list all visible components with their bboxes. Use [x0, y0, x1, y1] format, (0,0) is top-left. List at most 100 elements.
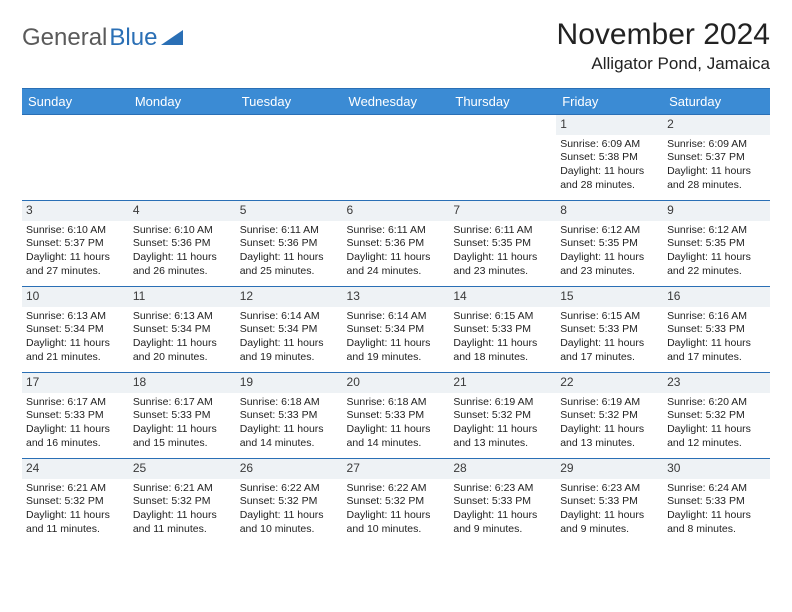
daylight-text: Daylight: 11 hours and 27 minutes.	[26, 251, 125, 278]
sunset-text: Sunset: 5:32 PM	[347, 495, 446, 509]
day-number: 9	[663, 201, 770, 221]
sunset-text: Sunset: 5:36 PM	[240, 237, 339, 251]
calendar-cell: 23Sunrise: 6:20 AMSunset: 5:32 PMDayligh…	[663, 373, 770, 459]
daylight-text: Daylight: 11 hours and 19 minutes.	[240, 337, 339, 364]
title-block: November 2024 Alligator Pond, Jamaica	[557, 18, 770, 74]
weekday-header-row: SundayMondayTuesdayWednesdayThursdayFrid…	[22, 89, 770, 115]
calendar-cell: 10Sunrise: 6:13 AMSunset: 5:34 PMDayligh…	[22, 287, 129, 373]
sunset-text: Sunset: 5:35 PM	[453, 237, 552, 251]
daylight-text: Daylight: 11 hours and 26 minutes.	[133, 251, 232, 278]
sunset-text: Sunset: 5:32 PM	[133, 495, 232, 509]
day-number: 21	[449, 373, 556, 393]
daylight-text: Daylight: 11 hours and 21 minutes.	[26, 337, 125, 364]
day-number: 28	[449, 459, 556, 479]
calendar-body: .....1Sunrise: 6:09 AMSunset: 5:38 PMDay…	[22, 115, 770, 545]
sunset-text: Sunset: 5:34 PM	[240, 323, 339, 337]
calendar-cell: 8Sunrise: 6:12 AMSunset: 5:35 PMDaylight…	[556, 201, 663, 287]
calendar-cell: 12Sunrise: 6:14 AMSunset: 5:34 PMDayligh…	[236, 287, 343, 373]
daylight-text: Daylight: 11 hours and 24 minutes.	[347, 251, 446, 278]
sunset-text: Sunset: 5:33 PM	[26, 409, 125, 423]
calendar-cell: 6Sunrise: 6:11 AMSunset: 5:36 PMDaylight…	[343, 201, 450, 287]
daylight-text: Daylight: 11 hours and 22 minutes.	[667, 251, 766, 278]
daylight-text: Daylight: 11 hours and 17 minutes.	[667, 337, 766, 364]
sunset-text: Sunset: 5:32 PM	[667, 409, 766, 423]
day-number: 11	[129, 287, 236, 307]
sunrise-text: Sunrise: 6:19 AM	[560, 396, 659, 410]
daylight-text: Daylight: 11 hours and 13 minutes.	[560, 423, 659, 450]
calendar-row: .....1Sunrise: 6:09 AMSunset: 5:38 PMDay…	[22, 115, 770, 201]
triangle-icon	[161, 24, 183, 52]
calendar-cell: 21Sunrise: 6:19 AMSunset: 5:32 PMDayligh…	[449, 373, 556, 459]
sunrise-text: Sunrise: 6:16 AM	[667, 310, 766, 324]
calendar-cell: 13Sunrise: 6:14 AMSunset: 5:34 PMDayligh…	[343, 287, 450, 373]
brand-text-1: General	[22, 24, 107, 52]
calendar-cell: 11Sunrise: 6:13 AMSunset: 5:34 PMDayligh…	[129, 287, 236, 373]
sunset-text: Sunset: 5:32 PM	[240, 495, 339, 509]
sunset-text: Sunset: 5:33 PM	[347, 409, 446, 423]
daylight-text: Daylight: 11 hours and 10 minutes.	[240, 509, 339, 536]
day-number: 22	[556, 373, 663, 393]
calendar-cell: 16Sunrise: 6:16 AMSunset: 5:33 PMDayligh…	[663, 287, 770, 373]
day-number: 14	[449, 287, 556, 307]
calendar-row: 10Sunrise: 6:13 AMSunset: 5:34 PMDayligh…	[22, 287, 770, 373]
header: GeneralBlue November 2024 Alligator Pond…	[22, 18, 770, 74]
sunset-text: Sunset: 5:33 PM	[667, 495, 766, 509]
day-number: 5	[236, 201, 343, 221]
sunset-text: Sunset: 5:33 PM	[453, 323, 552, 337]
calendar-cell: 29Sunrise: 6:23 AMSunset: 5:33 PMDayligh…	[556, 459, 663, 545]
calendar-row: 17Sunrise: 6:17 AMSunset: 5:33 PMDayligh…	[22, 373, 770, 459]
weekday-header: Monday	[129, 89, 236, 115]
sunrise-text: Sunrise: 6:22 AM	[240, 482, 339, 496]
sunrise-text: Sunrise: 6:23 AM	[453, 482, 552, 496]
weekday-header: Thursday	[449, 89, 556, 115]
sunset-text: Sunset: 5:32 PM	[26, 495, 125, 509]
daylight-text: Daylight: 11 hours and 18 minutes.	[453, 337, 552, 364]
sunset-text: Sunset: 5:32 PM	[453, 409, 552, 423]
calendar-cell: 15Sunrise: 6:15 AMSunset: 5:33 PMDayligh…	[556, 287, 663, 373]
daylight-text: Daylight: 11 hours and 17 minutes.	[560, 337, 659, 364]
sunset-text: Sunset: 5:33 PM	[667, 323, 766, 337]
day-number: 1	[556, 115, 663, 135]
day-number: 26	[236, 459, 343, 479]
calendar-cell: 14Sunrise: 6:15 AMSunset: 5:33 PMDayligh…	[449, 287, 556, 373]
day-number: 15	[556, 287, 663, 307]
sunrise-text: Sunrise: 6:22 AM	[347, 482, 446, 496]
sunset-text: Sunset: 5:33 PM	[453, 495, 552, 509]
day-number: 19	[236, 373, 343, 393]
daylight-text: Daylight: 11 hours and 13 minutes.	[453, 423, 552, 450]
sunrise-text: Sunrise: 6:14 AM	[347, 310, 446, 324]
sunrise-text: Sunrise: 6:11 AM	[453, 224, 552, 238]
sunset-text: Sunset: 5:37 PM	[26, 237, 125, 251]
brand-text-2: Blue	[109, 24, 157, 52]
daylight-text: Daylight: 11 hours and 12 minutes.	[667, 423, 766, 450]
daylight-text: Daylight: 11 hours and 16 minutes.	[26, 423, 125, 450]
month-title: November 2024	[557, 18, 770, 52]
day-number: 20	[343, 373, 450, 393]
sunrise-text: Sunrise: 6:21 AM	[26, 482, 125, 496]
calendar-cell: 9Sunrise: 6:12 AMSunset: 5:35 PMDaylight…	[663, 201, 770, 287]
day-number: 30	[663, 459, 770, 479]
calendar-row: 3Sunrise: 6:10 AMSunset: 5:37 PMDaylight…	[22, 201, 770, 287]
brand-logo: GeneralBlue	[22, 18, 183, 52]
sunrise-text: Sunrise: 6:12 AM	[667, 224, 766, 238]
sunset-text: Sunset: 5:35 PM	[560, 237, 659, 251]
calendar-cell: .	[449, 115, 556, 201]
sunset-text: Sunset: 5:34 PM	[347, 323, 446, 337]
calendar-cell: .	[343, 115, 450, 201]
daylight-text: Daylight: 11 hours and 10 minutes.	[347, 509, 446, 536]
daylight-text: Daylight: 11 hours and 11 minutes.	[133, 509, 232, 536]
calendar-cell: 19Sunrise: 6:18 AMSunset: 5:33 PMDayligh…	[236, 373, 343, 459]
sunrise-text: Sunrise: 6:10 AM	[26, 224, 125, 238]
sunrise-text: Sunrise: 6:15 AM	[560, 310, 659, 324]
sunset-text: Sunset: 5:33 PM	[560, 495, 659, 509]
daylight-text: Daylight: 11 hours and 11 minutes.	[26, 509, 125, 536]
day-number: 29	[556, 459, 663, 479]
day-number: 3	[22, 201, 129, 221]
day-number: 13	[343, 287, 450, 307]
day-number: 18	[129, 373, 236, 393]
sunrise-text: Sunrise: 6:10 AM	[133, 224, 232, 238]
daylight-text: Daylight: 11 hours and 15 minutes.	[133, 423, 232, 450]
daylight-text: Daylight: 11 hours and 25 minutes.	[240, 251, 339, 278]
sunset-text: Sunset: 5:33 PM	[133, 409, 232, 423]
sunrise-text: Sunrise: 6:12 AM	[560, 224, 659, 238]
